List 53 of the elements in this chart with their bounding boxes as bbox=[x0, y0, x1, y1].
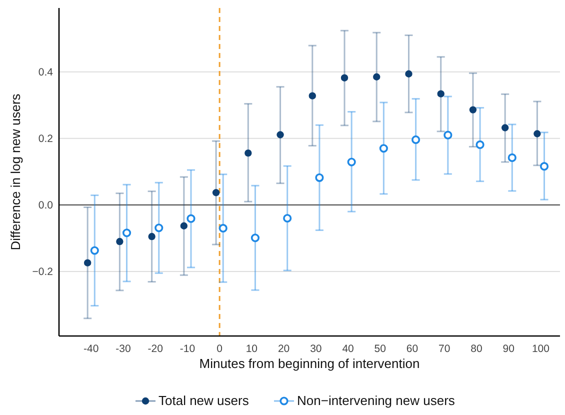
legend-label: Non−intervening new users bbox=[297, 393, 456, 408]
point bbox=[180, 222, 188, 230]
x-tick-label: -30 bbox=[116, 343, 131, 355]
point bbox=[283, 214, 292, 223]
point bbox=[250, 234, 260, 242]
point bbox=[379, 144, 388, 153]
y-tick-label: 0.2 bbox=[38, 133, 54, 146]
point bbox=[90, 246, 99, 255]
x-tick-label: 80 bbox=[470, 343, 482, 355]
point bbox=[186, 214, 196, 223]
point bbox=[308, 92, 316, 100]
x-tick-label: -40 bbox=[84, 343, 99, 355]
point bbox=[148, 232, 156, 240]
x-tick-label: 50 bbox=[374, 343, 386, 355]
point bbox=[116, 238, 124, 246]
x-tick-label: -20 bbox=[148, 343, 164, 355]
point bbox=[244, 149, 252, 157]
y-tick-label: −0.2 bbox=[32, 266, 54, 278]
y-axis-title: Difference in log new users bbox=[8, 93, 23, 250]
point bbox=[276, 131, 284, 138]
x-tick-label: -10 bbox=[180, 343, 196, 355]
x-tick-label: 60 bbox=[406, 343, 418, 355]
y-tick-label: 0.0 bbox=[38, 200, 54, 212]
point bbox=[405, 70, 412, 78]
x-tick-label: 90 bbox=[502, 343, 515, 355]
point bbox=[84, 259, 92, 266]
x-tick-label: 70 bbox=[438, 343, 450, 355]
x-tick-label: 30 bbox=[310, 343, 322, 355]
point bbox=[122, 228, 132, 238]
point bbox=[437, 90, 444, 98]
point bbox=[373, 73, 380, 80]
legend-label: Total new users bbox=[158, 393, 250, 408]
y-tick-label: 0.4 bbox=[38, 66, 54, 79]
point bbox=[212, 189, 220, 196]
x-tick-label: 0 bbox=[216, 343, 223, 355]
point bbox=[534, 130, 541, 138]
point bbox=[218, 224, 228, 233]
point bbox=[444, 130, 452, 140]
point bbox=[476, 140, 484, 150]
x-tick-label: 10 bbox=[246, 343, 258, 355]
point bbox=[469, 106, 477, 114]
point bbox=[340, 74, 348, 82]
point bbox=[154, 224, 164, 232]
x-tick-label: 40 bbox=[342, 343, 354, 355]
x-tick-label: 20 bbox=[278, 343, 290, 355]
x-axis-title: Minutes from beginning of intervention bbox=[199, 356, 420, 371]
point bbox=[315, 173, 324, 182]
point bbox=[412, 135, 420, 144]
x-tick-label: 100 bbox=[532, 343, 550, 355]
point bbox=[501, 124, 509, 132]
point bbox=[540, 162, 549, 171]
point bbox=[347, 158, 356, 166]
point bbox=[508, 153, 516, 162]
